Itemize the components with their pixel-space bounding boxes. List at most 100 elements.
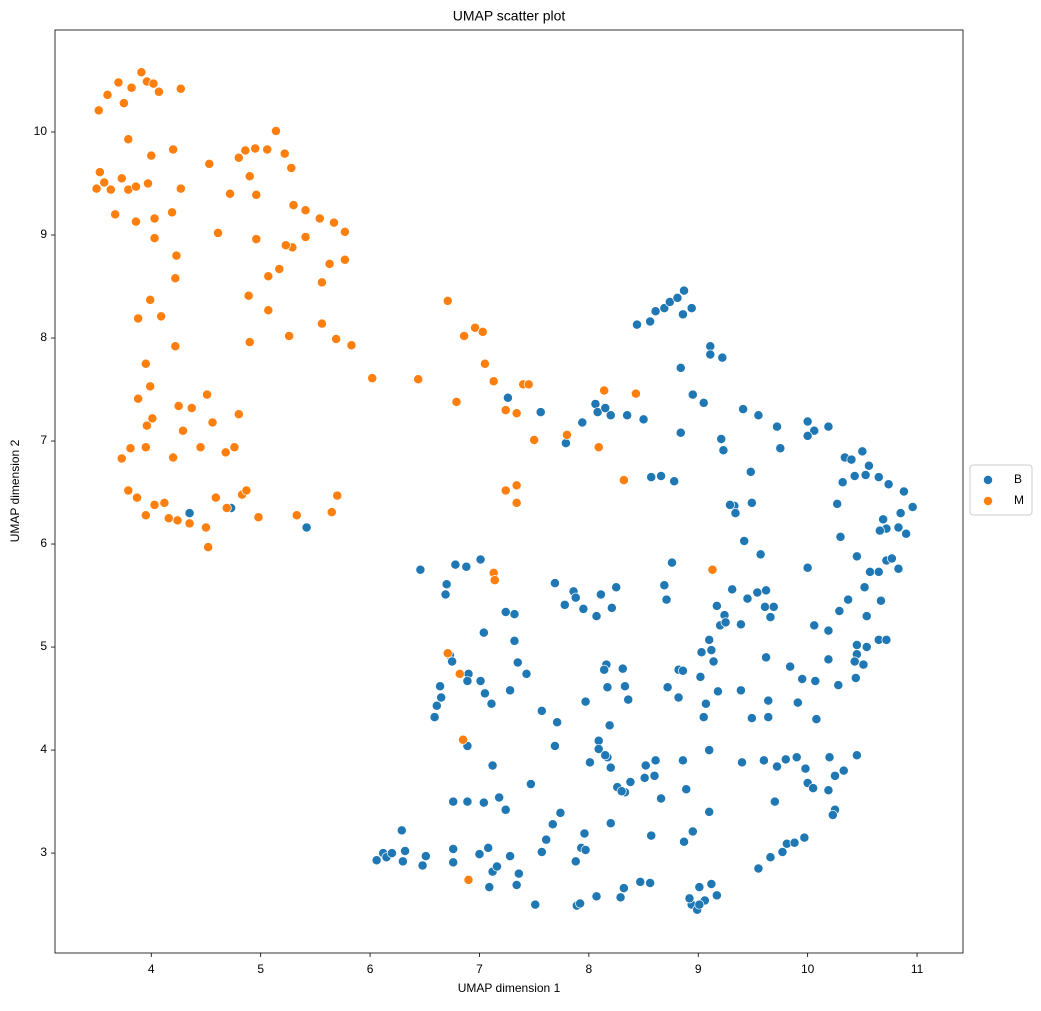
- point: [686, 303, 697, 314]
- point: [346, 340, 357, 351]
- point: [785, 661, 796, 672]
- point: [314, 213, 325, 224]
- point: [240, 145, 251, 156]
- point: [523, 379, 534, 390]
- point: [599, 664, 610, 675]
- point: [479, 688, 490, 699]
- point: [175, 183, 186, 194]
- point: [735, 685, 746, 696]
- point: [775, 443, 786, 454]
- point: [753, 410, 764, 421]
- point: [761, 585, 772, 596]
- point: [140, 510, 151, 521]
- point: [765, 612, 776, 623]
- point: [901, 528, 912, 539]
- point: [420, 851, 431, 862]
- point: [397, 856, 408, 867]
- point: [706, 645, 717, 656]
- point: [167, 207, 178, 218]
- point: [146, 150, 157, 161]
- point: [233, 409, 244, 420]
- point: [99, 177, 110, 188]
- point: [262, 144, 273, 155]
- y-tick-label: 3: [40, 845, 47, 859]
- point: [447, 656, 458, 667]
- point: [118, 98, 129, 109]
- point: [184, 508, 195, 519]
- point: [184, 518, 195, 529]
- point: [753, 863, 764, 874]
- point: [225, 188, 235, 199]
- legend-label: M: [1014, 493, 1024, 507]
- point: [149, 233, 160, 244]
- point: [168, 452, 179, 463]
- point: [758, 755, 769, 766]
- point: [590, 398, 601, 409]
- point: [448, 844, 459, 854]
- x-tick-label: 11: [911, 962, 924, 976]
- point: [244, 171, 255, 182]
- x-tick-label: 4: [148, 962, 155, 976]
- point: [521, 668, 532, 679]
- point: [280, 240, 291, 251]
- point: [659, 580, 670, 591]
- point: [704, 745, 715, 756]
- point: [745, 466, 756, 477]
- point: [316, 318, 327, 329]
- point: [792, 697, 803, 708]
- point: [203, 542, 214, 553]
- point: [834, 606, 845, 616]
- point: [677, 755, 688, 766]
- point: [780, 754, 791, 765]
- point: [509, 609, 520, 620]
- point: [860, 470, 871, 480]
- point: [241, 485, 252, 496]
- point: [585, 757, 595, 768]
- point: [833, 680, 844, 691]
- point: [271, 126, 281, 136]
- point: [824, 752, 835, 763]
- point: [186, 403, 197, 414]
- point: [105, 184, 116, 195]
- point: [669, 476, 680, 487]
- point: [429, 712, 440, 723]
- point: [873, 472, 884, 483]
- point: [329, 217, 339, 228]
- point: [131, 216, 141, 227]
- point: [800, 763, 811, 774]
- point: [253, 512, 264, 523]
- y-axis-label: UMAP dimension 2: [8, 439, 22, 542]
- y-tick-label: 9: [40, 227, 47, 241]
- point: [442, 648, 453, 659]
- point: [371, 855, 382, 866]
- point: [513, 868, 524, 879]
- point: [284, 330, 295, 341]
- point: [535, 407, 546, 418]
- point: [459, 330, 470, 341]
- point: [462, 796, 473, 807]
- point: [777, 847, 788, 857]
- point: [638, 414, 649, 425]
- point: [763, 695, 774, 706]
- point: [435, 681, 446, 692]
- point: [694, 882, 705, 893]
- point: [263, 305, 274, 316]
- point: [195, 442, 206, 453]
- point: [458, 734, 469, 745]
- point: [706, 879, 717, 889]
- point: [696, 647, 707, 658]
- point: [479, 358, 490, 369]
- point: [153, 86, 164, 97]
- point: [835, 531, 846, 542]
- point: [727, 584, 738, 595]
- point: [789, 837, 800, 848]
- point: [878, 514, 889, 525]
- point: [229, 442, 240, 453]
- point: [149, 499, 160, 510]
- point: [808, 783, 819, 794]
- point: [625, 777, 636, 787]
- point: [687, 389, 698, 400]
- point: [251, 234, 262, 245]
- point: [595, 589, 606, 600]
- point: [486, 698, 497, 709]
